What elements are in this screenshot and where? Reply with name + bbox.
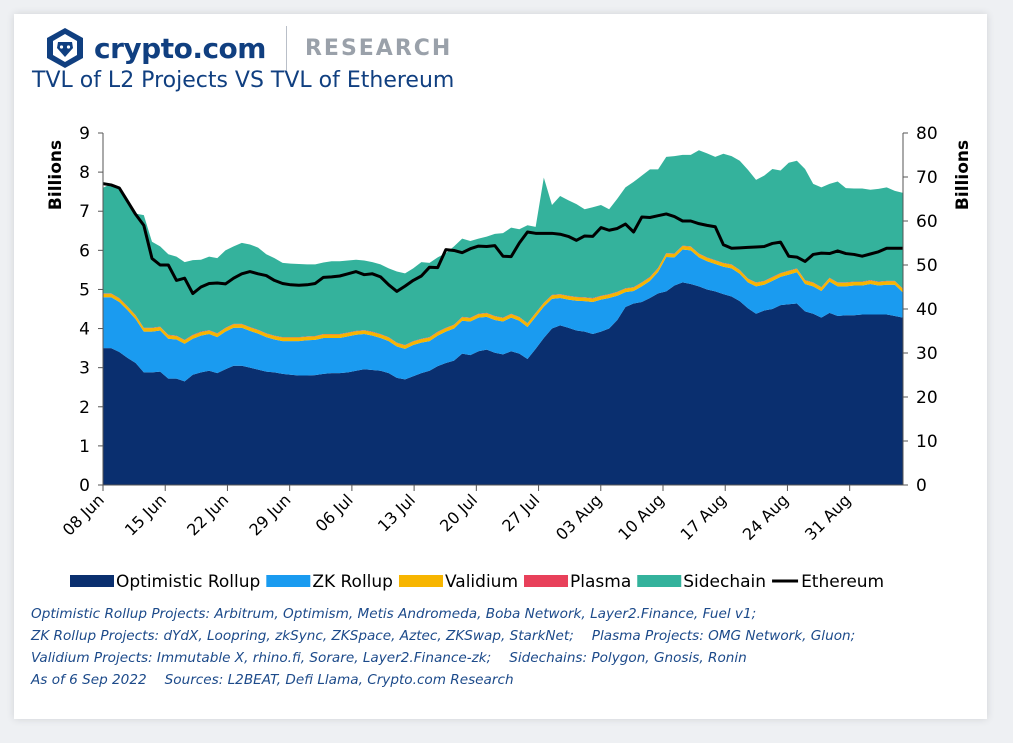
legend: Optimistic Rollup ZK Rollup Validium Plasma… — [70, 572, 884, 592]
notes-line-4: As of 6 Sep 2022 Sources: L2BEAT, Defi Ll… — [31, 669, 951, 691]
brand-divider — [285, 26, 287, 70]
crypto-com-lion-logo-icon — [47, 28, 83, 68]
notes-line-2: ZK Rollup Projects: dYdX, Loopring, zkSy… — [31, 625, 951, 647]
right-tick-label: 40 — [916, 300, 938, 320]
x-tick-label: 22 Jun — [183, 490, 232, 539]
legend-label-optimistic-rollup: Optimistic Rollup — [116, 572, 260, 592]
x-tick-label: 24 Aug — [739, 490, 793, 544]
x-tick-label: 15 Jun — [121, 490, 170, 539]
x-tick-label: 08 Jun — [59, 490, 108, 539]
x-tick-label: 13 Jul — [374, 490, 419, 535]
notes-sources: Sources: L2BEAT, Defi Llama, Crypto.com … — [164, 672, 514, 688]
x-tick-label: 27 Jul — [498, 490, 543, 535]
legend-swatch-zk-rollup — [266, 575, 311, 587]
notes-line-3: Validium Projects: Immutable X, rhino.fi… — [31, 647, 951, 669]
notes-sidechains: Sidechains: Polygon, Gnosis, Ronin — [509, 650, 747, 666]
right-tick-label: 50 — [916, 256, 938, 276]
tvl-chart: 0 1 2 3 4 5 6 7 8 9 0 10 20 30 40 50 60 70 80 08 Jun 15 Jun 2… — [46, 124, 973, 592]
x-tick-label: 10 Aug — [614, 490, 668, 544]
legend-label-ethereum: Ethereum — [801, 572, 884, 592]
brand-name: crypto.com — [94, 31, 266, 65]
left-tick-label: 2 — [79, 398, 90, 418]
x-tick-label: 29 Jun — [245, 490, 294, 539]
x-tick-label: 17 Aug — [677, 490, 731, 544]
area-zk-rollup — [103, 249, 903, 382]
left-tick-label: 7 — [79, 202, 90, 222]
legend-label-validium: Validium — [445, 572, 518, 592]
notes-validium-projects: Validium Projects: Immutable X, rhino.fi… — [31, 650, 492, 666]
area-sidechain — [103, 150, 903, 345]
area-optimistic-rollup — [103, 282, 903, 485]
right-axis-label: Billions — [953, 140, 973, 210]
notes-as-of: As of 6 Sep 2022 — [31, 672, 147, 688]
x-tick-label: 20 Jul — [436, 490, 481, 535]
legend-swatch-plasma — [524, 575, 569, 587]
left-tick-label: 4 — [79, 320, 90, 340]
left-axis-label: Billions — [46, 140, 66, 210]
left-tick-label: 0 — [79, 476, 90, 496]
right-tick-label: 30 — [916, 344, 938, 364]
legend-swatch-optimistic-rollup — [70, 575, 114, 587]
left-tick-label: 5 — [79, 280, 90, 300]
chart-title: TVL of L2 Projects VS TVL of Ethereum — [32, 68, 455, 93]
left-tick-label: 1 — [79, 437, 90, 457]
left-tick-label: 8 — [79, 163, 90, 183]
notes-line-1: Optimistic Rollup Projects: Arbitrum, Op… — [31, 606, 757, 622]
chart-notes: Optimistic Rollup Projects: Arbitrum, Op… — [31, 603, 951, 691]
x-tick-label: 03 Aug — [552, 490, 606, 544]
legend-label-zk-rollup: ZK Rollup — [312, 572, 393, 592]
brand-section: RESEARCH — [304, 35, 453, 61]
x-tick-label: 06 Jul — [312, 490, 357, 535]
legend-swatch-validium — [398, 575, 443, 587]
right-tick-label: 10 — [916, 432, 938, 452]
right-tick-label: 60 — [916, 212, 938, 232]
x-tick-label: 31 Aug — [801, 490, 855, 544]
right-tick-label: 70 — [916, 168, 938, 188]
right-tick-label: 0 — [916, 476, 927, 496]
left-tick-label: 3 — [79, 359, 90, 379]
notes-zk-projects: ZK Rollup Projects: dYdX, Loopring, zkSy… — [31, 628, 574, 644]
legend-swatch-sidechain — [637, 575, 682, 587]
line-ethereum — [102, 182, 903, 296]
left-tick-label: 6 — [79, 241, 90, 261]
right-tick-label: 20 — [916, 388, 938, 408]
legend-label-plasma: Plasma — [570, 572, 631, 592]
right-tick-label: 80 — [916, 124, 938, 144]
legend-label-sidechain: Sidechain — [683, 572, 766, 592]
notes-plasma-projects: Plasma Projects: OMG Network, Gluon; — [591, 628, 856, 644]
brand-header: crypto.com RESEARCH — [46, 26, 452, 70]
left-tick-label: 9 — [79, 124, 90, 144]
